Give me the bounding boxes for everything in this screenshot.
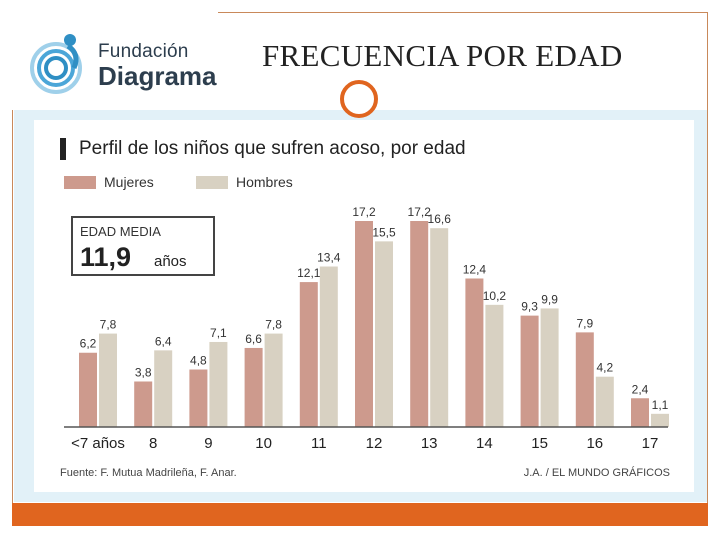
title-marker bbox=[60, 138, 66, 160]
x-tick-label-4: 11 bbox=[311, 435, 327, 452]
value-label-mujeres-0: 6,2 bbox=[80, 337, 97, 351]
value-label-hombres-5: 15,5 bbox=[372, 225, 396, 239]
bar-hombres-5 bbox=[375, 241, 393, 427]
value-label-hombres-9: 4,2 bbox=[596, 361, 613, 375]
frame-line-top bbox=[218, 12, 708, 13]
legend-label-hombres: Hombres bbox=[236, 174, 293, 190]
chart-credit: J.A. / EL MUNDO GRÁFICOS bbox=[524, 466, 670, 479]
bottom-accent-bar bbox=[12, 503, 708, 526]
value-label-mujeres-6: 17,2 bbox=[408, 205, 432, 219]
bar-mujeres-8 bbox=[520, 315, 539, 427]
value-label-mujeres-3: 6,6 bbox=[245, 332, 262, 346]
average-age-box bbox=[71, 216, 215, 276]
bar-hombres-9 bbox=[595, 376, 614, 427]
value-label-hombres-3: 7,8 bbox=[265, 318, 282, 332]
value-label-mujeres-10: 2,4 bbox=[632, 382, 649, 396]
value-labels: 6,27,83,86,44,87,1 6,67,812,113,417,215,5… bbox=[80, 205, 669, 412]
bar-hombres-2 bbox=[209, 341, 228, 427]
x-tick-labels: <7 años 8 9 10 11 12 13 14 15 16 17 bbox=[71, 435, 658, 452]
average-age-value: 11,9 bbox=[80, 242, 131, 272]
logo-line2: Diagrama bbox=[98, 61, 217, 91]
bar-hombres-4 bbox=[319, 266, 338, 427]
logo: Fundación Diagrama bbox=[14, 12, 218, 110]
x-tick-label-7: 14 bbox=[476, 435, 493, 452]
value-label-hombres-1: 6,4 bbox=[155, 334, 172, 348]
value-label-hombres-10: 1,1 bbox=[652, 398, 669, 412]
frame-line-left bbox=[12, 110, 13, 510]
bar-mujeres-5 bbox=[355, 221, 373, 427]
bar-chart: Perfil de los niños que sufren acoso, po… bbox=[60, 138, 670, 479]
bar-mujeres-10 bbox=[631, 398, 649, 427]
average-age-unit: años bbox=[154, 253, 187, 270]
value-label-hombres-8: 9,9 bbox=[541, 292, 558, 306]
value-label-mujeres-5: 17,2 bbox=[352, 205, 376, 219]
x-tick-label-9: 16 bbox=[586, 435, 603, 452]
x-tick-label-10: 17 bbox=[642, 435, 659, 452]
bar-mujeres-6 bbox=[410, 221, 429, 427]
bar-mujeres-3 bbox=[244, 347, 263, 427]
value-label-mujeres-9: 7,9 bbox=[576, 316, 593, 330]
logo-text: Fundación Diagrama bbox=[98, 42, 217, 89]
bar-mujeres-7 bbox=[465, 278, 484, 427]
x-tick-label-2: 9 bbox=[204, 435, 212, 452]
value-label-mujeres-4: 12,1 bbox=[297, 266, 321, 280]
bar-mujeres-4 bbox=[299, 282, 318, 427]
bar-mujeres-9 bbox=[575, 332, 594, 427]
value-label-mujeres-8: 9,3 bbox=[521, 300, 538, 314]
legend-swatch-hombres bbox=[196, 176, 228, 189]
bar-mujeres-1 bbox=[134, 381, 153, 427]
logo-line1: Fundación bbox=[98, 41, 189, 62]
chart-title: Perfil de los niños que sufren acoso, po… bbox=[79, 138, 466, 159]
title-ring-icon bbox=[340, 80, 378, 118]
value-label-mujeres-2: 4,8 bbox=[190, 354, 207, 368]
value-label-mujeres-1: 3,8 bbox=[135, 365, 152, 379]
bar-hombres-3 bbox=[264, 333, 283, 427]
x-tick-label-3: 10 bbox=[255, 435, 272, 452]
bars bbox=[79, 221, 669, 427]
logo-mark-icon bbox=[30, 34, 82, 94]
legend-swatch-mujeres bbox=[64, 176, 96, 189]
value-label-hombres-0: 7,8 bbox=[100, 318, 117, 332]
bar-mujeres-2 bbox=[189, 369, 208, 427]
x-tick-label-1: 8 bbox=[149, 435, 157, 452]
frame-line-right bbox=[707, 12, 708, 510]
bar-hombres-10 bbox=[651, 413, 669, 427]
value-label-hombres-7: 10,2 bbox=[483, 289, 507, 303]
value-label-hombres-6: 16,6 bbox=[428, 212, 452, 226]
average-age-title: EDAD MEDIA bbox=[80, 224, 161, 239]
bar-hombres-8 bbox=[540, 308, 559, 427]
x-tick-label-8: 15 bbox=[531, 435, 548, 452]
value-label-hombres-4: 13,4 bbox=[317, 251, 341, 265]
bar-hombres-7 bbox=[485, 304, 504, 427]
x-tick-label-5: 12 bbox=[366, 435, 383, 452]
slide-title: FRECUENCIA POR EDAD bbox=[262, 38, 623, 73]
value-label-hombres-2: 7,1 bbox=[210, 326, 227, 340]
x-tick-label-6: 13 bbox=[421, 435, 438, 452]
value-label-mujeres-7: 12,4 bbox=[463, 262, 487, 276]
chart-card: Perfil de los niños que sufren acoso, po… bbox=[34, 120, 694, 492]
bar-hombres-0 bbox=[99, 333, 117, 427]
chart-source: Fuente: F. Mutua Madrileña, F. Anar. bbox=[60, 467, 237, 479]
legend-label-mujeres: Mujeres bbox=[104, 174, 154, 190]
bar-hombres-6 bbox=[430, 228, 449, 427]
x-tick-label-0: <7 años bbox=[71, 435, 125, 452]
bar-mujeres-0 bbox=[79, 352, 97, 427]
bar-hombres-1 bbox=[154, 350, 173, 427]
